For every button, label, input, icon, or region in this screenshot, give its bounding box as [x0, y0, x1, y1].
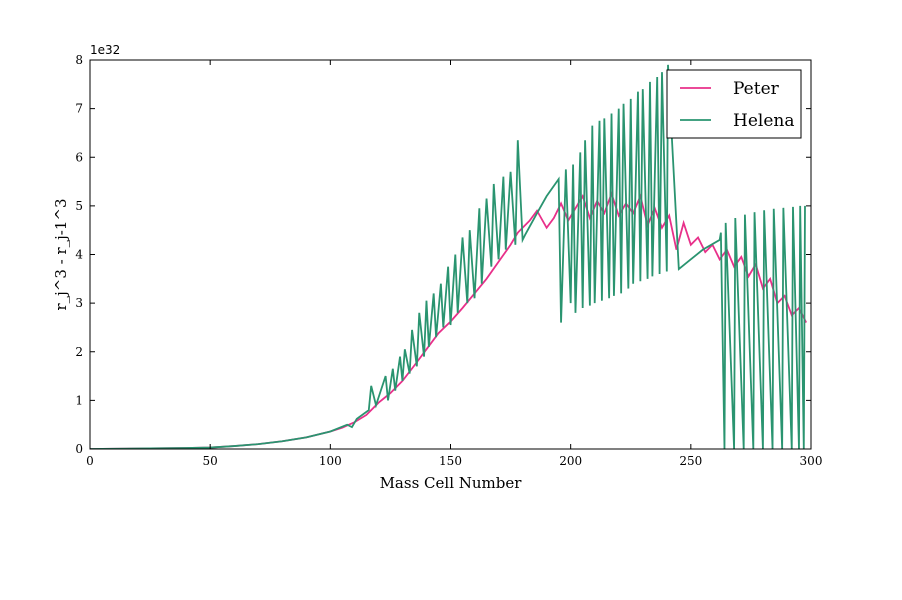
x-tick-label: 50 — [203, 454, 218, 468]
y-tick-label: 4 — [75, 248, 83, 262]
y-axis-offset-label: 1e32 — [90, 43, 120, 57]
legend-box — [666, 69, 802, 139]
y-tick-label: 5 — [75, 199, 83, 213]
x-tick-label: 300 — [800, 454, 823, 468]
y-tick-label: 1 — [75, 393, 83, 407]
y-tick-label: 8 — [75, 53, 83, 67]
x-axis-title: Mass Cell Number — [380, 474, 523, 492]
legend-label-peter: Peter — [733, 79, 780, 99]
series-line-helena — [90, 64, 806, 449]
x-tick-label: 0 — [86, 454, 94, 468]
x-tick-label: 200 — [559, 454, 582, 468]
y-tick-label: 2 — [75, 345, 83, 359]
x-tick-label: 250 — [679, 454, 702, 468]
y-tick-label: 7 — [75, 102, 83, 116]
series-line-peter — [90, 190, 807, 449]
legend-label-helena: Helena — [733, 111, 794, 131]
legend: Peter Helena — [666, 69, 802, 139]
axes: 0 50 100 150 200 250 300 0 1 2 3 4 5 6 7 8 — [75, 53, 822, 468]
x-tick-label: 150 — [439, 454, 462, 468]
plot-area — [90, 64, 807, 449]
y-tick-label: 0 — [75, 442, 83, 456]
y-axis-title: r_j^3 - r_j-1^3 — [52, 198, 70, 310]
x-tick-label: 100 — [319, 454, 342, 468]
y-tick-label: 3 — [75, 296, 83, 310]
y-tick-label: 6 — [75, 150, 83, 164]
